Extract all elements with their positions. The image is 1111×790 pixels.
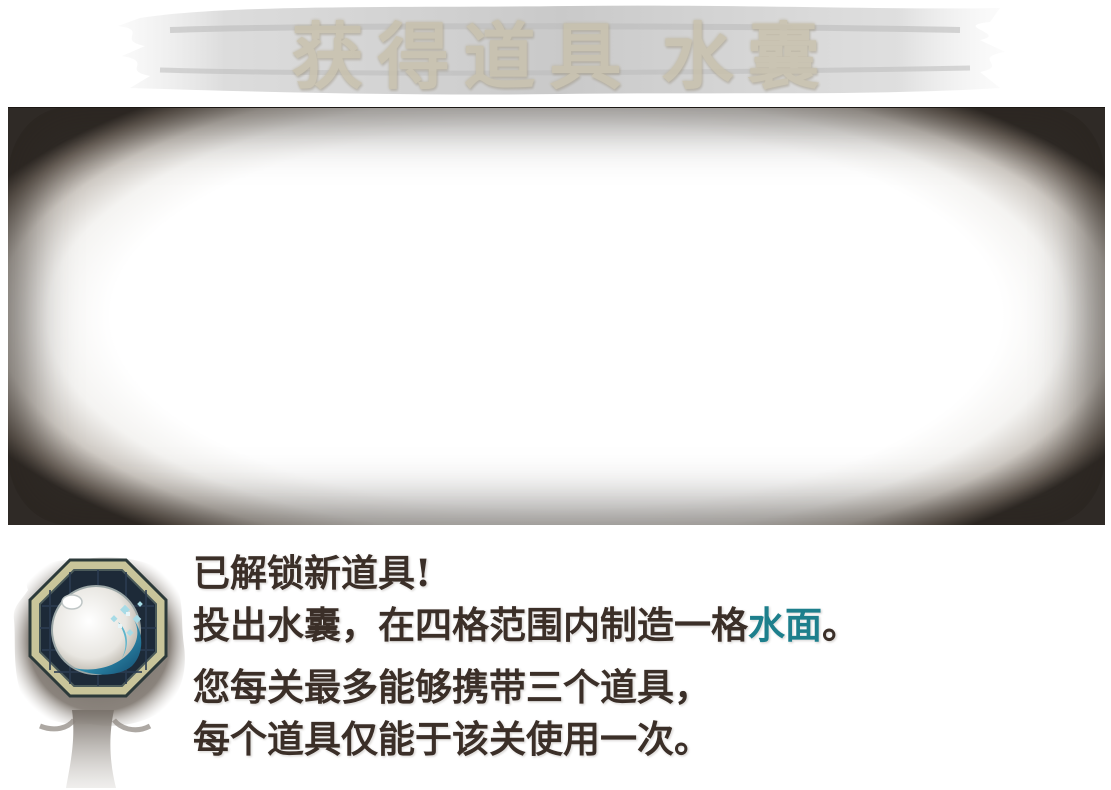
water-pouch-icon (10, 550, 186, 790)
item-preview-frame (8, 107, 1105, 525)
item-description: 已解锁新道具! 投出水囊，在四格范围内制造一格水面。 您每关最多能够携带三个道具… (193, 545, 1073, 765)
title-text: 获得道具 水囊 (110, 8, 1015, 99)
brush-stroke-background (118, 5, 1005, 95)
carry-limit-text: 您每关最多能够携带三个道具， (193, 665, 711, 709)
effect-keyword-water-surface: 水面 (748, 603, 822, 647)
item-effect-text: 投出水囊，在四格范围内制造一格水面。 (193, 599, 1073, 651)
title-banner: 获得道具 水囊 (110, 0, 1015, 100)
preview-vignette (8, 107, 1105, 525)
title-item-name: 水囊 (661, 13, 834, 99)
effect-text-main: 投出水囊，在四格范围内制造一格 (193, 603, 748, 647)
effect-text-end: 。 (822, 603, 859, 647)
title-prefix: 获得道具 (291, 13, 636, 99)
unlock-message: 已解锁新道具! (193, 551, 432, 595)
usage-limit-text: 每个道具仅能于该关使用一次。 (193, 717, 711, 761)
